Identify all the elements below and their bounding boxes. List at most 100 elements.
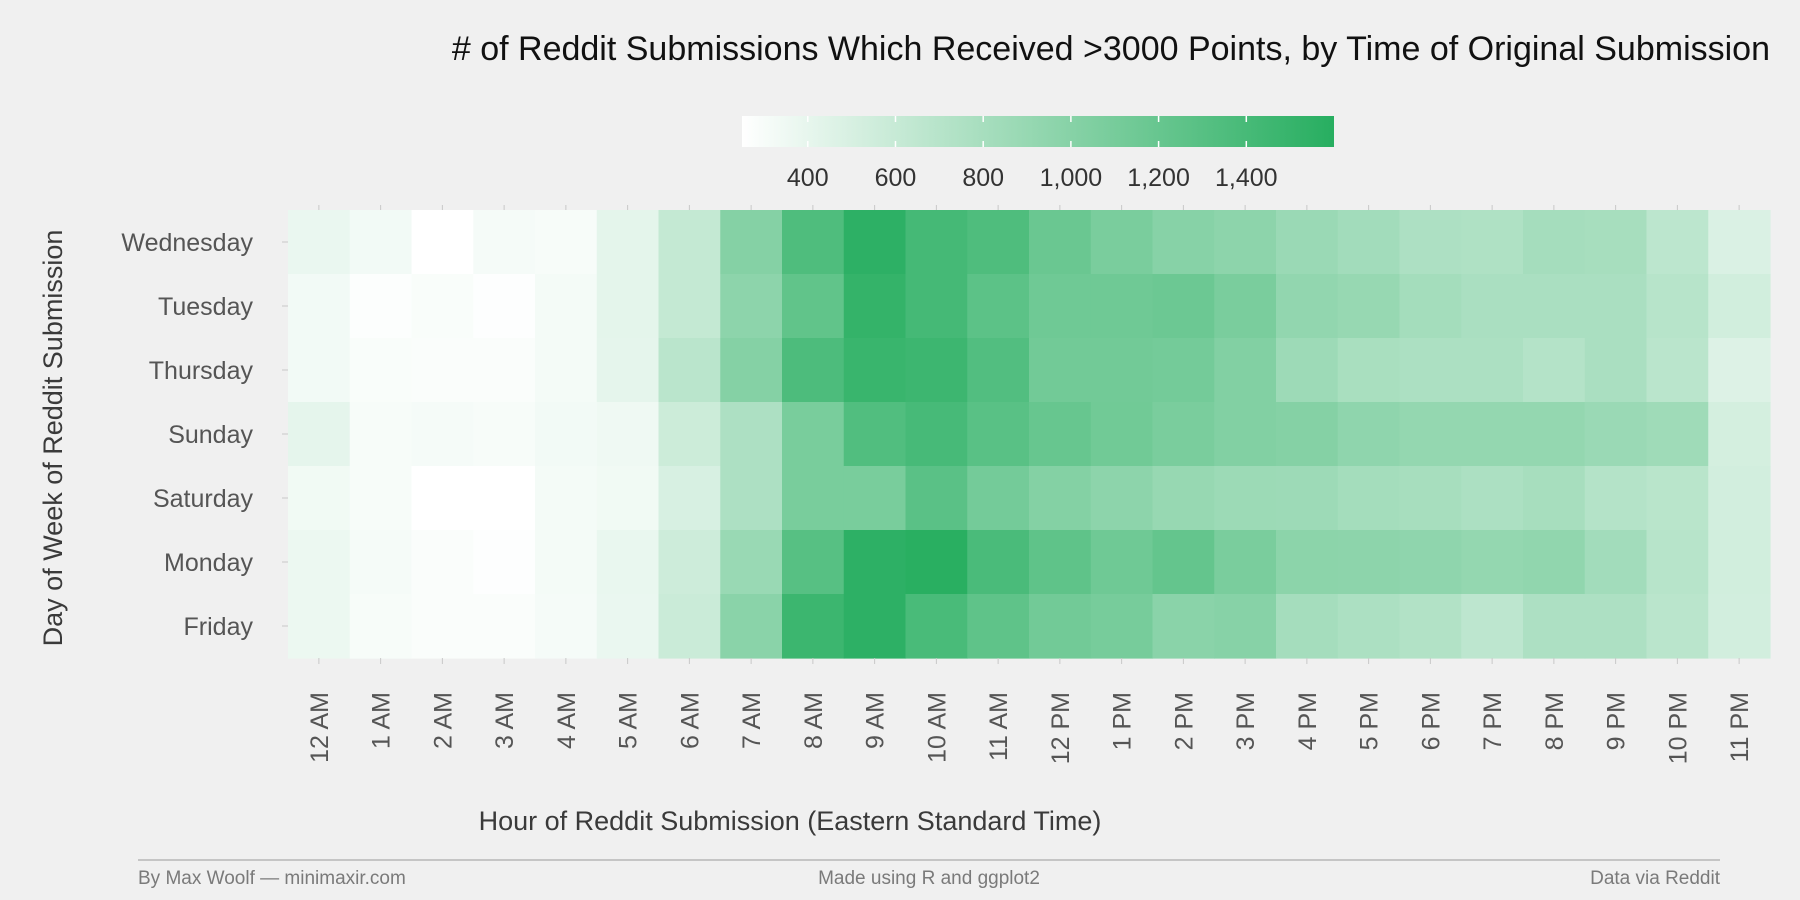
heatmap-cell	[843, 402, 907, 467]
x-tick-label: 3 AM	[491, 692, 519, 749]
heatmap-cell	[1708, 210, 1771, 275]
heatmap-cell	[473, 466, 536, 531]
heatmap-cell	[1276, 594, 1339, 659]
heatmap-cell	[1029, 402, 1092, 467]
heatmap-cell	[720, 338, 783, 403]
footer-tool: Made using R and ggplot2	[818, 868, 1040, 889]
y-tick-label: Wednesday	[121, 229, 253, 257]
heatmap-cell	[1337, 530, 1401, 595]
heatmap-cell	[905, 594, 968, 659]
x-tick-label: 6 AM	[676, 692, 704, 749]
x-tick-label: 9 PM	[1603, 692, 1631, 750]
heatmap-cell	[1708, 594, 1771, 659]
x-axis-title: Hour of Reddit Submission (Eastern Stand…	[479, 806, 1102, 836]
y-tick-label: Saturday	[153, 485, 254, 513]
heatmap-cell	[843, 274, 907, 339]
heatmap-cell	[288, 466, 351, 531]
heatmap-cell	[1276, 530, 1339, 595]
heatmap-cell	[411, 530, 474, 595]
heatmap-cell	[1399, 530, 1462, 595]
heatmap-cell	[1584, 210, 1648, 275]
x-tick-label: 5 AM	[615, 692, 643, 749]
heatmap-cell	[288, 594, 351, 659]
heatmap-cell	[1708, 466, 1771, 531]
heatmap-cell	[411, 274, 474, 339]
color-legend: 400 600 800 1,000 1,200 1,400	[742, 116, 1334, 192]
heatmap-cell	[967, 402, 1030, 467]
x-tick-label: 10 PM	[1664, 692, 1692, 764]
heatmap-cell	[1337, 402, 1401, 467]
y-tick-label: Friday	[184, 613, 254, 641]
heatmap-cell	[1461, 210, 1524, 275]
heatmap-cell	[1337, 466, 1401, 531]
heatmap-cell	[1214, 210, 1277, 275]
heatmap-cell	[1399, 466, 1462, 531]
heatmap-cell	[473, 210, 536, 275]
heatmap-cell	[905, 210, 968, 275]
heatmap-cell	[1214, 402, 1277, 467]
heatmap-cell	[843, 594, 907, 659]
x-tick-label: 11 PM	[1726, 692, 1754, 762]
heatmap-cell	[1399, 402, 1462, 467]
heatmap-cell	[1214, 338, 1277, 403]
heatmap-cell	[1399, 210, 1462, 275]
heatmap-cell	[1090, 466, 1154, 531]
heatmap-cell	[1214, 594, 1277, 659]
heatmap-cell	[720, 402, 783, 467]
x-tick-label: 11 AM	[985, 692, 1013, 761]
heatmap-cell	[1646, 594, 1709, 659]
heatmap-cell	[782, 274, 845, 339]
heatmap-cell	[596, 210, 660, 275]
heatmap-cell	[1152, 274, 1215, 339]
x-tick-label: 10 AM	[923, 692, 951, 763]
x-tick-label: 1 AM	[368, 692, 396, 749]
heatmap-cell	[843, 466, 907, 531]
heatmap-cell	[1090, 530, 1154, 595]
heatmap-cell	[411, 402, 474, 467]
heatmap-cell	[1584, 338, 1648, 403]
heatmap-cell	[967, 530, 1030, 595]
heatmap-cell	[1646, 530, 1709, 595]
y-tick-label: Tuesday	[158, 293, 253, 321]
footer-credit: By Max Woolf — minimaxir.com	[138, 868, 406, 889]
heatmap-cell	[1461, 530, 1524, 595]
heatmap-cell	[411, 466, 474, 531]
heatmap-cell	[1646, 402, 1709, 467]
x-tick-label: 8 PM	[1541, 692, 1569, 750]
heatmap-cell	[1646, 210, 1709, 275]
legend-tick-label: 800	[962, 164, 1004, 192]
heatmap-cell	[596, 530, 660, 595]
x-tick-label: 3 PM	[1232, 692, 1260, 750]
heatmap-cell	[1461, 402, 1524, 467]
heatmap-cell	[1152, 594, 1215, 659]
heatmap-cell	[535, 466, 598, 531]
heatmap-cell	[535, 530, 598, 595]
heatmap-cell	[473, 338, 536, 403]
heatmap-cell	[1276, 210, 1339, 275]
heatmap-cell	[596, 274, 660, 339]
y-tick-label: Monday	[164, 549, 253, 577]
heatmap-cell	[782, 338, 845, 403]
heatmap-cell	[596, 402, 660, 467]
heatmap-cell	[473, 594, 536, 659]
heatmap-cell	[1584, 530, 1648, 595]
heatmap-cell	[1584, 402, 1648, 467]
heatmap-cell	[1090, 338, 1154, 403]
heatmap-cell	[1029, 210, 1092, 275]
heatmap-cell	[349, 466, 413, 531]
legend-tick-label: 1,000	[1040, 164, 1103, 192]
heatmap-cell	[1029, 338, 1092, 403]
heatmap-cell	[905, 402, 968, 467]
heatmap-cell	[720, 466, 783, 531]
heatmap-cell	[1152, 530, 1215, 595]
heatmap-cell	[349, 274, 413, 339]
heatmap-cell	[658, 274, 721, 339]
heatmap-cell	[782, 466, 845, 531]
heatmap-cell	[535, 338, 598, 403]
heatmap-cell	[349, 530, 413, 595]
heatmap-cell	[349, 210, 413, 275]
heatmap-cell	[596, 466, 660, 531]
heatmap-cell	[1090, 210, 1154, 275]
y-tick-label: Sunday	[168, 421, 253, 449]
